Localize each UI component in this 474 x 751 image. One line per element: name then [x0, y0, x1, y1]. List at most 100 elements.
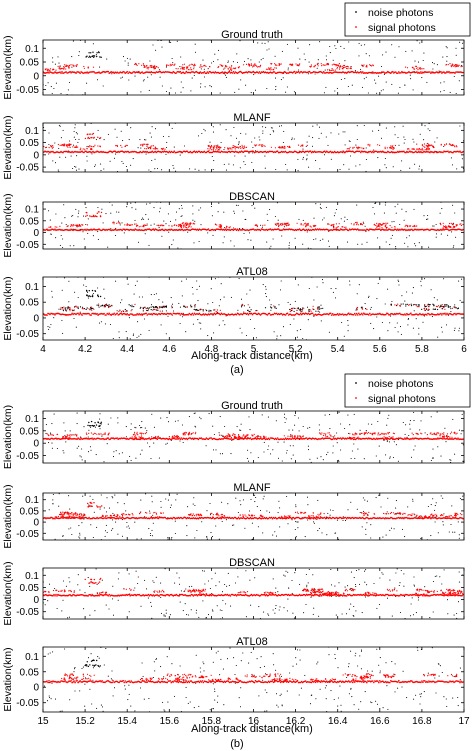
noise-photon: [74, 165, 76, 168]
noise-photon: [347, 324, 349, 326]
ground-photon: [411, 228, 413, 231]
noise-photon: [82, 231, 84, 233]
canopy-photon: [447, 305, 449, 307]
noise-photon: [90, 449, 92, 451]
canopy-photon: [189, 64, 191, 66]
noise-photon: [140, 333, 142, 335]
canopy-photon: [359, 433, 361, 435]
caption-b: (b): [230, 738, 243, 750]
cluster-photon: [91, 133, 93, 135]
noise-photon: [158, 211, 161, 213]
noise-photon: [71, 215, 73, 217]
noise-photon: [296, 330, 298, 332]
canopy-photon: [271, 69, 273, 71]
noise-photon: [288, 244, 290, 246]
canopy-photon: [313, 66, 315, 68]
ground-photon: [62, 151, 64, 154]
canopy-photon: [68, 66, 70, 68]
noise-photon: [313, 315, 315, 317]
noise-photon: [220, 283, 222, 285]
y-tick-label: 0.05: [20, 138, 40, 149]
noise-photon: [415, 318, 417, 320]
noise-photon: [434, 141, 436, 143]
canopy-photon: [336, 66, 338, 68]
noise-photon: [318, 137, 320, 139]
ground-photon: [138, 313, 140, 315]
canopy-photon: [341, 226, 344, 228]
noise-photon: [286, 86, 288, 88]
noise-photon: [404, 84, 406, 86]
noise-photon: [344, 131, 346, 133]
canopy-photon: [440, 224, 442, 226]
noise-photon: [450, 157, 452, 159]
noise-photon: [275, 89, 277, 91]
canopy-photon: [427, 143, 429, 145]
canopy-photon: [350, 223, 352, 225]
canopy-photon: [219, 309, 221, 311]
canopy-photon: [376, 222, 378, 224]
ground-photon: [127, 72, 129, 75]
ground-photon: [386, 151, 388, 154]
noise-photon: [125, 436, 127, 438]
canopy-photon: [215, 149, 217, 151]
noise-photon: [328, 245, 330, 247]
noise-photon: [283, 130, 285, 132]
noise-photon: [277, 219, 279, 221]
ground-photon: [70, 313, 72, 316]
canopy-photon: [147, 143, 149, 145]
noise-photon: [307, 73, 309, 75]
canopy-photon: [107, 304, 109, 307]
ground-photon: [433, 151, 435, 154]
ground-photon: [405, 314, 407, 316]
canopy-photon: [61, 144, 63, 146]
canopy-photon: [216, 147, 218, 149]
canopy-photon: [131, 304, 133, 306]
canopy-photon: [90, 306, 92, 308]
canopy-photon: [231, 68, 233, 70]
noise-photon: [266, 213, 268, 215]
ground-photon: [203, 150, 206, 153]
ground-photon: [93, 71, 95, 73]
noise-photon: [332, 436, 334, 438]
ground-photon: [397, 72, 399, 74]
canopy-photon: [164, 306, 166, 308]
canopy-photon: [60, 307, 62, 309]
canopy-photon: [327, 62, 329, 65]
y-tick-label: 0.1: [25, 205, 39, 216]
noise-photon: [269, 247, 271, 249]
canopy-photon: [366, 64, 368, 66]
canopy-photon: [59, 144, 61, 146]
noise-photon: [92, 292, 94, 295]
canopy-photon: [194, 63, 196, 65]
canopy-photon: [226, 66, 228, 68]
ground-photon: [268, 312, 271, 315]
noise-photon: [386, 424, 388, 426]
noise-photon: [244, 163, 246, 166]
ground-photon: [107, 70, 109, 73]
canopy-photon: [219, 149, 221, 151]
canopy-photon: [294, 307, 296, 310]
noise-photon: [247, 58, 249, 60]
noise-photon: [343, 335, 345, 337]
canopy-photon: [360, 432, 362, 435]
noise-photon: [251, 161, 253, 164]
noise-photon: [307, 247, 309, 249]
noise-photon: [461, 278, 463, 280]
canopy-photon: [299, 308, 301, 310]
noise-photon: [260, 59, 262, 61]
noise-photon: [192, 205, 194, 207]
noise-photon: [266, 49, 268, 51]
noise-photon: [443, 81, 445, 83]
canopy-photon: [339, 67, 341, 69]
noise-photon: [191, 286, 193, 289]
ground-photon: [59, 71, 61, 73]
noise-photon: [106, 58, 108, 60]
x-tick-label: 4.8: [204, 344, 218, 355]
canopy-photon: [50, 145, 52, 147]
canopy-photon: [353, 146, 355, 148]
canopy-photon: [333, 223, 335, 225]
noise-photon: [196, 288, 198, 290]
canopy-photon: [412, 225, 414, 227]
canopy-photon: [77, 146, 79, 148]
canopy-photon: [356, 309, 358, 311]
